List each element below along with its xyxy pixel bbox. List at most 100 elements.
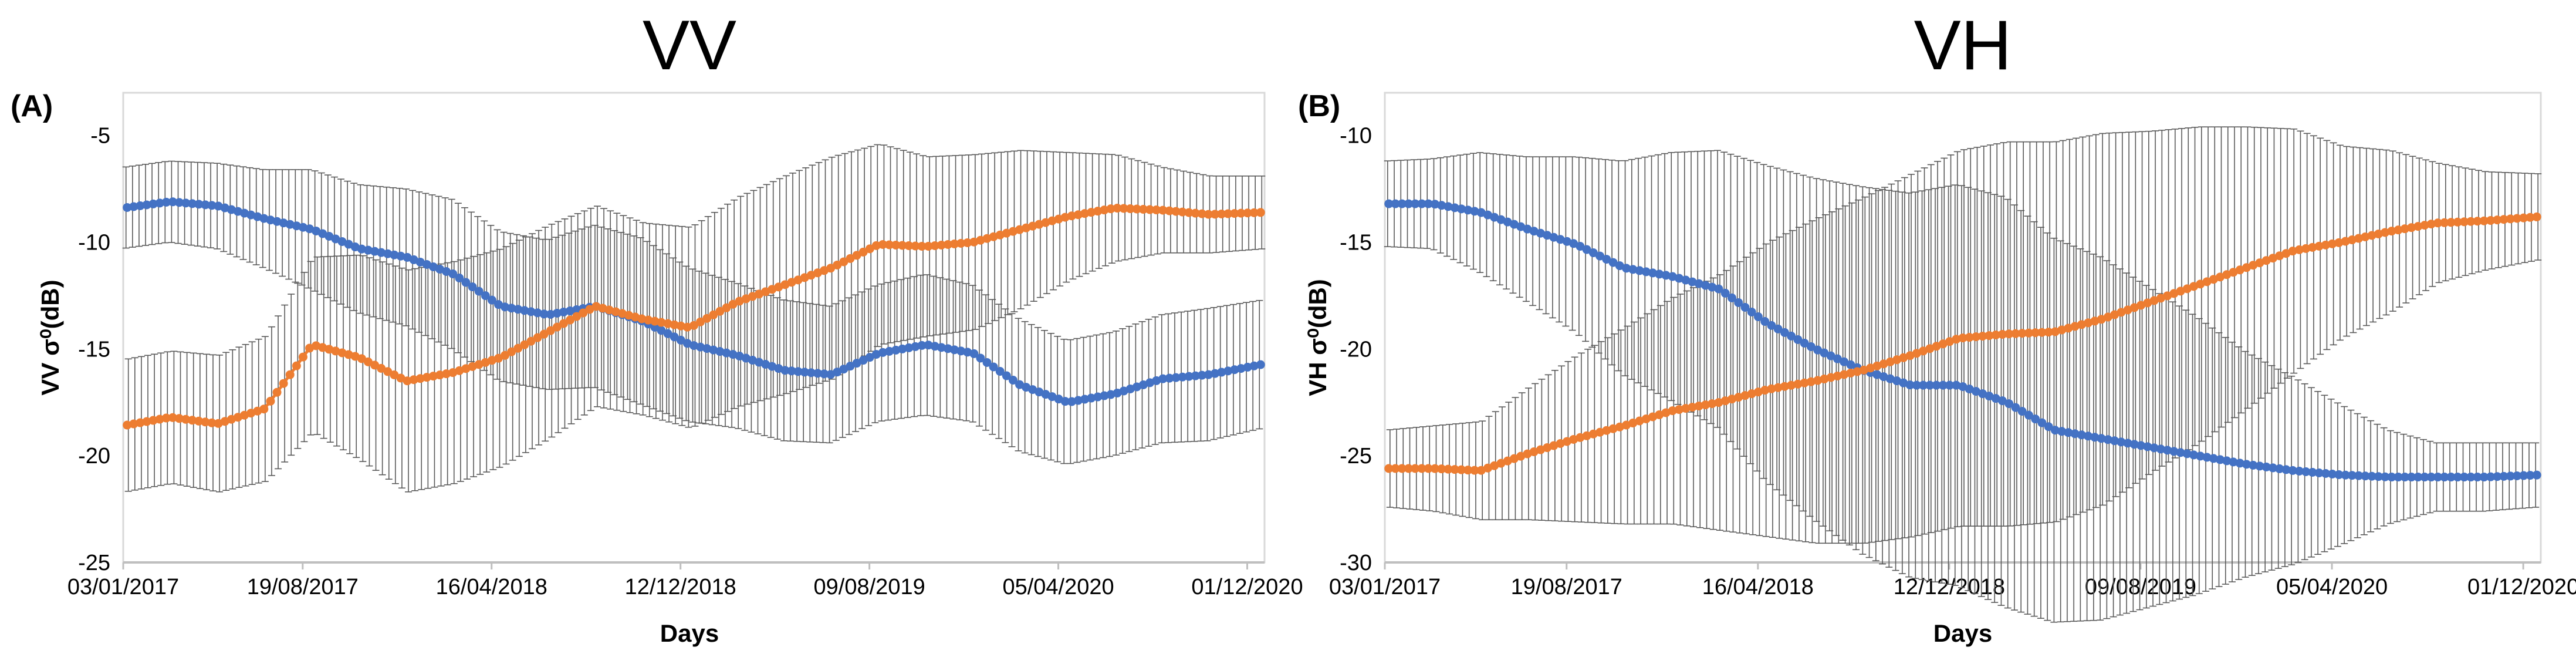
data-point — [2242, 460, 2251, 469]
data-point — [566, 306, 575, 315]
data-point — [1840, 370, 1849, 379]
data-point — [1256, 208, 1265, 217]
data-point — [136, 418, 145, 427]
data-point — [1773, 324, 1783, 333]
data-point — [566, 315, 575, 325]
data-point — [533, 308, 542, 318]
data-point — [2499, 215, 2509, 224]
data-point — [676, 335, 685, 345]
data-point — [1846, 368, 1855, 377]
data-point — [552, 308, 562, 318]
data-point — [1145, 205, 1155, 214]
data-point — [572, 312, 582, 321]
data-point — [982, 358, 992, 367]
data-point — [943, 240, 952, 249]
data-point — [1588, 248, 1598, 258]
data-point — [1997, 330, 2007, 339]
data-point — [1384, 464, 1394, 473]
data-point — [559, 307, 568, 316]
data-point — [917, 341, 927, 350]
panel-a-y-tick-label: -10 — [78, 231, 110, 255]
data-point — [911, 342, 920, 351]
data-point — [1846, 360, 1855, 369]
data-point — [1093, 207, 1103, 216]
data-point — [1991, 331, 2000, 340]
data-point — [2308, 242, 2317, 252]
data-point — [2163, 446, 2172, 455]
data-point — [898, 241, 907, 250]
data-point — [142, 417, 151, 426]
data-point — [1470, 466, 1479, 475]
data-point — [1681, 404, 1691, 413]
data-point — [1787, 380, 1796, 390]
data-point — [2446, 473, 2456, 482]
panel-b-title: VH — [1914, 6, 2012, 85]
data-point — [1852, 367, 1862, 376]
data-point — [285, 370, 295, 379]
data-point — [2334, 238, 2344, 247]
data-point — [1608, 258, 1618, 267]
data-point — [2341, 237, 2350, 246]
data-point — [2420, 221, 2429, 230]
data-point — [2301, 467, 2311, 476]
data-point — [1688, 277, 1697, 287]
data-point — [2519, 213, 2528, 223]
data-point — [1932, 380, 1941, 390]
panel-a-x-tick-label: 16/04/2018 — [436, 575, 547, 599]
data-point — [1100, 205, 1109, 215]
data-point — [846, 254, 855, 263]
data-point — [2374, 229, 2383, 238]
data-point — [2057, 427, 2067, 436]
data-point — [2064, 323, 2073, 333]
data-point — [442, 369, 451, 379]
data-point — [2235, 459, 2244, 468]
data-point — [793, 367, 803, 376]
data-point — [1424, 199, 1433, 208]
data-point — [292, 361, 301, 370]
data-point — [207, 418, 217, 427]
data-point — [1701, 281, 1710, 290]
data-point — [2084, 432, 2093, 441]
data-point — [1958, 333, 1968, 343]
data-point — [1171, 207, 1181, 216]
data-point — [2493, 472, 2502, 481]
data-point — [1256, 360, 1265, 369]
data-point — [1223, 209, 1233, 218]
data-point — [148, 416, 158, 425]
data-point — [1456, 204, 1466, 214]
panel-b-y-tick-label: -25 — [1340, 444, 1372, 468]
data-point — [1985, 331, 1994, 341]
panel-b-plot-area: -30 -25 -20 -15 -10 03/01/2017 19/08/2017 16/04… — [1329, 92, 2576, 623]
data-point — [1727, 395, 1736, 404]
data-point — [1919, 380, 1928, 390]
panel-b-series-orange — [1384, 212, 2541, 475]
data-point — [1191, 371, 1200, 380]
data-point — [1694, 402, 1703, 411]
data-point — [272, 387, 282, 397]
data-point — [1780, 382, 1789, 391]
data-point — [572, 305, 582, 314]
data-point — [2506, 471, 2515, 481]
panel-a-x-tick-label: 09/08/2019 — [814, 575, 925, 599]
data-point — [969, 349, 979, 358]
data-point — [448, 269, 458, 279]
data-point — [507, 304, 516, 313]
data-point — [2024, 410, 2033, 420]
data-point — [663, 329, 672, 338]
data-point — [2361, 232, 2370, 242]
data-point — [800, 368, 809, 377]
data-point — [1978, 332, 1987, 341]
data-point — [1582, 431, 1591, 440]
data-point — [1073, 396, 1083, 405]
data-point — [2493, 215, 2502, 225]
data-point — [963, 238, 972, 247]
data-point — [1826, 373, 1835, 382]
data-point — [1806, 342, 1816, 351]
data-point — [2011, 329, 2020, 338]
data-point — [266, 396, 275, 406]
data-point — [2136, 441, 2146, 450]
data-point — [1694, 279, 1703, 288]
data-point — [390, 370, 399, 379]
data-point — [2354, 234, 2364, 243]
data-point — [259, 405, 269, 414]
